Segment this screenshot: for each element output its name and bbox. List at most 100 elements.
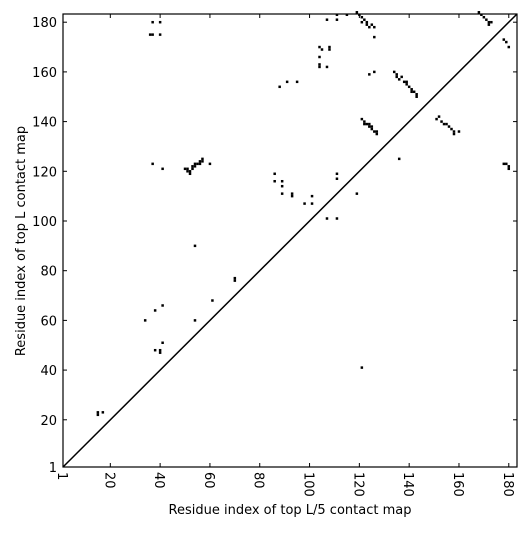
contact-point [370, 127, 374, 131]
contact-point [310, 194, 314, 198]
contact-point [318, 65, 321, 69]
contact-point [161, 304, 164, 307]
plot-frame [62, 13, 518, 468]
contact-point [345, 13, 349, 16]
contact-point [335, 18, 339, 21]
contact-point [198, 162, 202, 166]
contact-point [368, 73, 371, 76]
contact-point [151, 33, 154, 36]
contact-point [188, 170, 192, 173]
contact-point [335, 217, 339, 220]
contact-point [196, 162, 199, 166]
y-tick-label: 20 [40, 414, 57, 429]
contact-point [233, 279, 237, 282]
contact-point [490, 20, 493, 24]
contact-point [186, 167, 189, 171]
contact-point [191, 165, 194, 168]
contact-point [318, 55, 321, 59]
contact-point [412, 90, 416, 94]
contact-point [482, 15, 486, 19]
contact-point [395, 75, 398, 79]
contact-point [325, 18, 329, 21]
contact-point [280, 192, 284, 195]
contact-point [325, 65, 329, 69]
contact-point [335, 177, 339, 180]
contact-point [193, 162, 197, 166]
contact-point [151, 162, 154, 166]
contact-point [410, 88, 413, 91]
contact-point [405, 80, 408, 84]
contact-point [280, 184, 284, 188]
contact-point [373, 35, 376, 39]
x-tick-label: 80 [251, 472, 266, 489]
contact-point [368, 125, 371, 128]
contact-point [487, 20, 491, 24]
contact-point [158, 351, 162, 354]
contact-point [320, 48, 324, 51]
contact-point [101, 411, 105, 414]
contact-point [365, 20, 369, 24]
contact-point [161, 341, 164, 344]
contact-point [143, 319, 147, 322]
contact-point [457, 130, 461, 133]
contact-point [373, 70, 376, 74]
contact-point [507, 167, 511, 171]
contact-point [435, 117, 438, 121]
contact-point [183, 167, 187, 171]
contact-point [415, 95, 418, 98]
contact-point [360, 20, 364, 24]
contact-point [410, 90, 413, 94]
contact-point [201, 160, 204, 163]
contact-point [505, 162, 508, 166]
contact-point [193, 244, 197, 248]
contact-point [360, 117, 364, 121]
contact-point [233, 276, 237, 280]
contact-point [502, 38, 506, 41]
contact-point [273, 179, 276, 183]
contact-point [96, 411, 100, 414]
x-tick-label: 40 [151, 472, 166, 489]
contact-point [303, 202, 306, 205]
contact-point [318, 45, 321, 49]
y-tick-label: 60 [40, 314, 57, 329]
contact-point [328, 45, 331, 49]
contact-point [278, 85, 281, 89]
contact-point [402, 80, 406, 84]
contact-point [280, 179, 284, 183]
y-tick-label: 80 [40, 265, 57, 280]
y-axis-label: Residue index of top L contact map [14, 126, 29, 356]
x-tick-label: 140 [400, 472, 415, 497]
contact-point [442, 122, 446, 126]
contact-point [502, 162, 506, 166]
contact-point [373, 130, 376, 133]
contact-point [407, 85, 411, 89]
contact-point [507, 45, 511, 49]
contact-point [405, 83, 408, 86]
contact-point [368, 122, 371, 126]
contact-point [290, 192, 294, 195]
contact-point [365, 122, 369, 126]
contact-point [186, 170, 189, 173]
contact-point [375, 132, 379, 136]
contact-point [153, 309, 157, 312]
x-tick-label: 60 [201, 472, 216, 489]
contact-point [285, 80, 289, 84]
contact-point [335, 13, 339, 16]
contact-point [158, 348, 162, 352]
contact-point [452, 132, 456, 136]
x-tick-label: 20 [101, 472, 116, 489]
contact-point [325, 217, 329, 220]
contact-point [188, 172, 192, 176]
diagonal [62, 13, 518, 468]
contact-point [355, 192, 359, 195]
contact-point [295, 80, 299, 84]
y-tick-label: 100 [32, 215, 57, 230]
contact-point [365, 23, 369, 26]
contact-point [370, 23, 374, 26]
contact-point [193, 319, 197, 322]
contact-point [161, 167, 164, 171]
contact-point [318, 63, 321, 66]
contact-point [158, 20, 162, 24]
y-tick-label: 140 [32, 116, 57, 131]
